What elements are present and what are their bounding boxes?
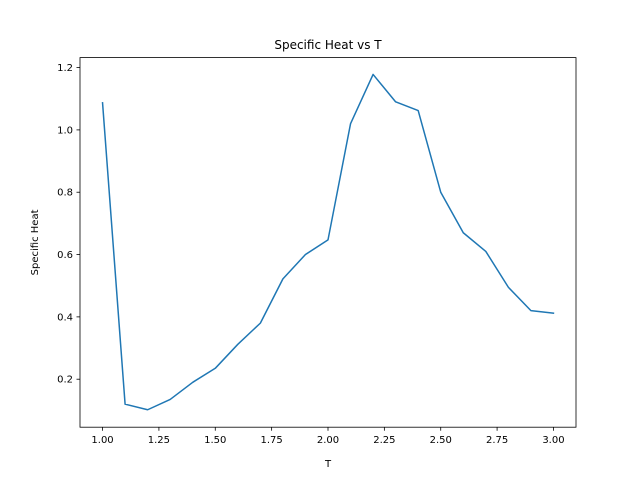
plot-layer: [101, 73, 555, 411]
x-tick-label: 1.75: [261, 435, 283, 446]
plot-frame: [79, 57, 577, 428]
y-tick-label: 0.2: [57, 375, 73, 386]
x-tick-label: 2.25: [373, 435, 395, 446]
x-tick-label: 1.25: [148, 435, 170, 446]
x-tick-label: 1.00: [91, 435, 113, 446]
series-line-0: [101, 73, 555, 411]
y-tick-label: 0.8: [57, 188, 73, 199]
y-tick-label: 1.2: [57, 63, 73, 74]
chart-title: Specific Heat vs T: [274, 38, 382, 52]
y-axis: 0.2 0.4 0.6 0.8 1.0 1.2: [57, 63, 80, 386]
y-axis-label: Specific Heat: [30, 209, 41, 275]
x-tick-label: 2.00: [317, 435, 339, 446]
x-tick-label: 3.00: [542, 435, 564, 446]
x-tick-label: 2.50: [430, 435, 452, 446]
x-axis: 1.00 1.25 1.50 1.75 2.00 2.25 2.50 2.75 3.00: [91, 427, 565, 446]
x-axis-label: T: [324, 459, 332, 470]
x-tick-label: 1.50: [204, 435, 226, 446]
y-tick-label: 1.0: [57, 125, 73, 136]
y-tick-label: 0.4: [57, 312, 73, 323]
y-tick-label: 0.6: [57, 250, 73, 261]
x-tick-label: 2.75: [486, 435, 508, 446]
